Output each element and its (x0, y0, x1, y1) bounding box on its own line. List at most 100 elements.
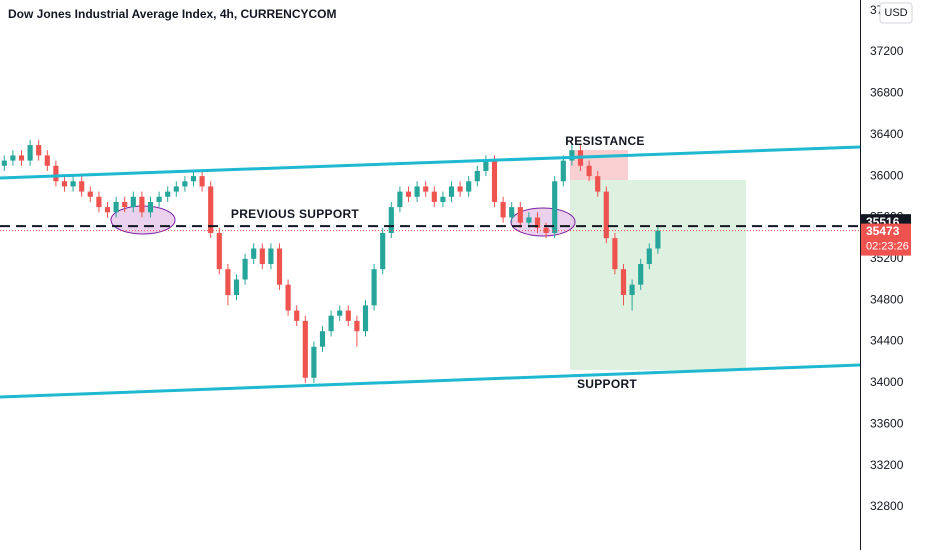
candle-body (620, 269, 627, 296)
candle-body (242, 258, 248, 280)
countdown-label: 02:23:26 (866, 241, 909, 253)
y-tick-label: 34800 (870, 292, 904, 306)
candle-body (483, 160, 489, 171)
y-tick-label: 36000 (870, 168, 904, 182)
y-tick-label: 33200 (870, 458, 904, 472)
candle-body (233, 279, 240, 296)
candle-body (474, 170, 480, 182)
candle-body (182, 181, 188, 187)
candle-body (199, 176, 205, 187)
candle-body (638, 263, 644, 285)
currency-box (879, 2, 913, 24)
candle-body (431, 191, 437, 202)
candle-body (337, 310, 343, 316)
last-price-label: 35473 (866, 224, 900, 238)
target-zone (570, 180, 746, 370)
candle-body (225, 269, 231, 296)
candle-body (388, 207, 394, 233)
candle-body (380, 232, 386, 270)
candle-body (259, 248, 265, 264)
candle-body (655, 230, 661, 249)
candle-body (603, 191, 609, 239)
candle-body (397, 191, 403, 208)
candle-body (10, 155, 16, 161)
candle-body (302, 320, 308, 378)
y-tick-label: 36800 (870, 86, 904, 100)
y-tick-label: 34400 (870, 334, 904, 348)
candle-body (190, 176, 197, 182)
y-tick-label: 34000 (870, 375, 904, 389)
candle-body (156, 196, 162, 202)
currency-label: USD (884, 7, 907, 19)
candle-body (457, 186, 463, 192)
candle-body (414, 186, 420, 197)
candle-body (500, 201, 506, 218)
candle-body (147, 201, 154, 213)
candle-body (276, 248, 283, 285)
candle-body (104, 207, 111, 213)
support-trendline (0, 363, 860, 399)
resistance-label: RESISTANCE (565, 134, 644, 148)
candle-body (509, 207, 515, 218)
candle-body (646, 248, 652, 264)
previous-support-label: PREVIOUS SUPPORT (231, 207, 360, 221)
candle-body (27, 145, 33, 161)
candle-body (18, 155, 25, 161)
candle-body (61, 181, 68, 187)
candle-body (113, 201, 119, 213)
candle-body (1, 160, 7, 166)
levels (0, 225, 860, 232)
candle-body (70, 181, 76, 187)
candle-body (354, 320, 360, 332)
y-tick-label: 33600 (870, 416, 904, 430)
candle-body (79, 181, 85, 192)
candle-body (371, 269, 377, 306)
candle-body (517, 207, 523, 223)
candle-body (44, 155, 50, 166)
candle-body (569, 150, 575, 161)
candle-body (294, 310, 300, 321)
candle-body (362, 305, 369, 332)
candle-body (345, 310, 351, 321)
candle-body (423, 186, 429, 192)
candle-body (612, 238, 618, 270)
candle-body (534, 217, 541, 228)
candle-body (165, 191, 171, 197)
chart-title: Dow Jones Industrial Average Index, 4h, … (8, 7, 337, 21)
support-label: SUPPORT (577, 377, 637, 391)
candle-body (122, 201, 128, 208)
candle-body (87, 191, 93, 197)
candle-body (173, 186, 179, 192)
candle-body (440, 196, 446, 202)
y-tick-label: 37200 (870, 44, 904, 58)
candle-body (491, 160, 498, 202)
candle-body (328, 315, 334, 332)
candle-body (466, 181, 472, 192)
plot-area: RESISTANCE PREVIOUS SUPPORT SUPPORT Dow … (0, 7, 860, 399)
candle-body (448, 186, 455, 197)
resistance-trendline (0, 145, 860, 180)
candle-body (96, 196, 102, 208)
candle-body (552, 181, 558, 233)
candle-body (285, 284, 291, 311)
candle-body (208, 186, 214, 233)
highlight-ellipse (510, 207, 576, 237)
y-tick-label: 36400 (870, 127, 904, 141)
last-price-box (861, 223, 911, 256)
candle-body (139, 196, 145, 213)
candle-body (36, 145, 42, 156)
candle-body (595, 176, 601, 192)
candle-body (629, 284, 635, 296)
candle-body (130, 196, 136, 208)
candle-body (53, 165, 59, 182)
candle-body (311, 346, 317, 378)
y-axis: 3280033200336003400034400348003520035600… (861, 3, 911, 513)
candle-body (560, 160, 566, 182)
candle-body (586, 165, 592, 177)
y-tick-label: 32800 (870, 499, 904, 513)
candles (1, 139, 661, 383)
candle-body (251, 248, 257, 259)
candle-body (405, 191, 412, 197)
